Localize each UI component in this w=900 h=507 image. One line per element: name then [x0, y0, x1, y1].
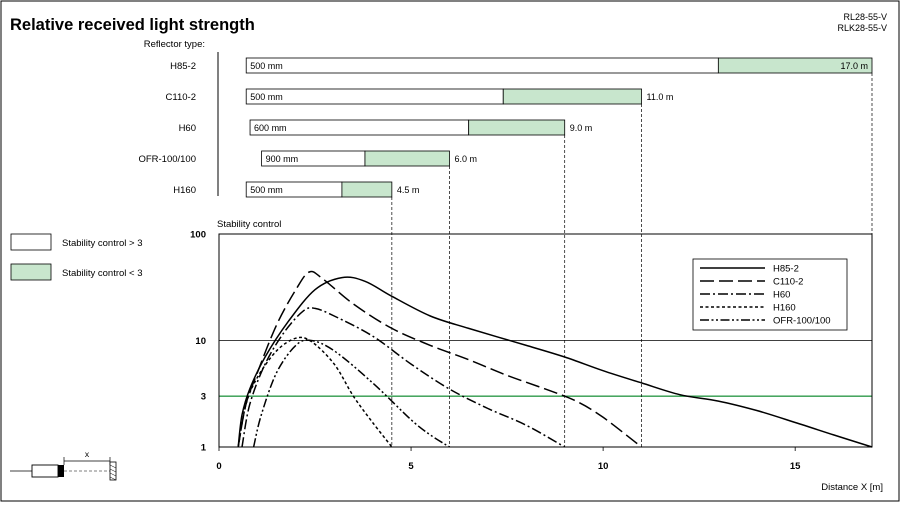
- chart-title: Relative received light strength: [10, 16, 255, 34]
- reflector-name-h160: H160: [173, 185, 196, 196]
- legend-label-ofr-100-100: OFR-100/100: [773, 316, 831, 327]
- sensor-lens-icon: [58, 465, 64, 477]
- reflector-name-ofr-100-100: OFR-100/100: [138, 154, 196, 165]
- unstable-legend-label: Stability control < 3: [62, 268, 143, 279]
- series-line-h160: [237, 336, 393, 448]
- series-line-ofr-100-100: [252, 339, 450, 448]
- reflector-icon: [109, 461, 117, 481]
- legend-label-c110-2: C110-2: [773, 277, 803, 288]
- reflector-type-heading: Reflector type:: [144, 39, 205, 50]
- range-min-label-h85-2: 500 mm: [250, 61, 283, 71]
- reflector-name-h85-2: H85-2: [170, 61, 196, 72]
- range-bar-unstable-ofr-100-100: [364, 150, 450, 167]
- series-lines: [237, 270, 873, 448]
- dimension-x-label: x: [85, 449, 90, 459]
- y-tick-label-3: 3: [201, 392, 206, 403]
- plot-frame: [218, 233, 873, 448]
- plot-gridlines: [219, 340, 872, 397]
- stable-swatch: [10, 233, 52, 251]
- y-axis-label: Stability control: [217, 219, 281, 230]
- range-min-label-ofr-100-100: 900 mm: [266, 154, 299, 164]
- axis-ticks: 1 3 10 100 0 5 10 15: [190, 230, 801, 473]
- legend-label-h60: H60: [773, 290, 790, 301]
- x-axis-label: Distance X [m]: [821, 482, 883, 493]
- series-legend: H85-2 C110-2 H60 H160 OFR-100/100: [692, 258, 848, 331]
- model-label-1: RL28-55-V: [843, 12, 887, 22]
- model-label-2: RLK28-55-V: [837, 23, 887, 33]
- x-tick-label-10: 10: [598, 461, 609, 472]
- range-max-label-h160: 4.5 m: [397, 185, 420, 195]
- legend-label-h160: H160: [773, 303, 796, 314]
- unstable-swatch: [10, 263, 52, 281]
- range-max-label-h85-2: 17.0 m: [840, 61, 868, 71]
- range-min-label-h60: 600 mm: [254, 123, 287, 133]
- range-min-label-c110-2: 500 mm: [250, 92, 283, 102]
- x-tick-label-0: 0: [216, 461, 221, 472]
- range-bar-unstable-h85-2: [717, 57, 873, 74]
- range-max-label-h60: 9.0 m: [570, 123, 593, 133]
- reflector-hatch-icon: [109, 464, 117, 481]
- range-bar-unstable-c110-2: [502, 88, 642, 105]
- y-tick-label-10: 10: [195, 336, 206, 347]
- stable-legend-label: Stability control > 3: [62, 238, 143, 249]
- range-bar-stable-h85-2: [245, 57, 719, 74]
- x-tick-label-15: 15: [790, 461, 801, 472]
- legend-label-h85-2: H85-2: [773, 264, 799, 275]
- sensor-body-icon: [31, 464, 59, 478]
- sensor-reflector-diagram: x: [10, 449, 117, 481]
- plot-area: Stability control Distance X [m] 1310100…: [190, 73, 883, 493]
- y-tick-label-100: 100: [190, 230, 206, 241]
- range-max-label-ofr-100-100: 6.0 m: [454, 154, 477, 164]
- reflector-range-bars: H85-2 500 mm 17.0 m C110-2 500 mm 11.0 m H60 60…: [138, 57, 873, 198]
- range-bar-unstable-h60: [468, 119, 566, 136]
- range-min-label-h160: 500 mm: [250, 185, 283, 195]
- range-max-label-c110-2: 11.0 m: [647, 92, 674, 102]
- reflector-name-h60: H60: [179, 123, 196, 134]
- stability-legend: Stability control > 3 Stability control …: [10, 233, 143, 281]
- x-tick-label-5: 5: [408, 461, 414, 472]
- series-line-c110-2: [237, 270, 642, 448]
- reflector-name-c110-2: C110-2: [166, 92, 196, 103]
- series-line-h85-2: [237, 276, 873, 448]
- range-bar-stable-c110-2: [245, 88, 504, 105]
- range-bar-unstable-h160: [341, 181, 393, 198]
- y-tick-label-1: 1: [201, 443, 207, 454]
